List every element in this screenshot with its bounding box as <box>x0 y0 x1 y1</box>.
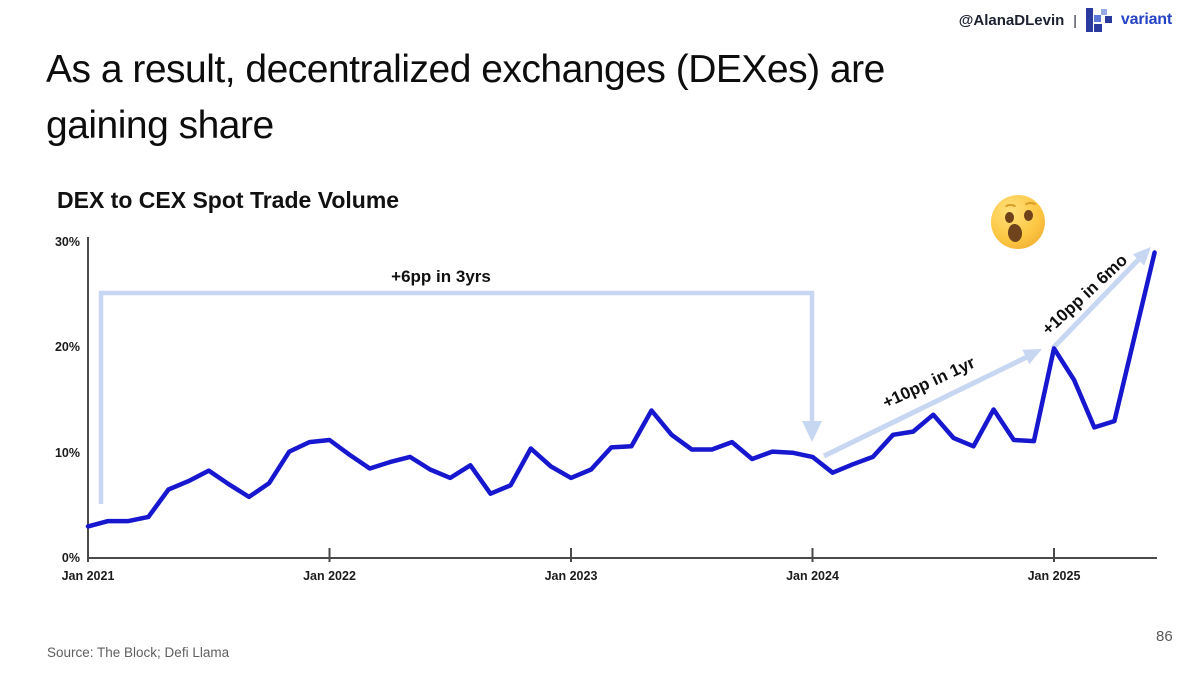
logo-pixel <box>1100 9 1107 15</box>
x-tick-label: Jan 2023 <box>544 569 598 583</box>
axes <box>87 237 1157 559</box>
arrow-1yr-head-icon <box>1022 349 1042 365</box>
brand-name: variant <box>1120 11 1172 28</box>
arrow-6mo <box>1051 256 1142 350</box>
page-number: 86 <box>1156 628 1173 645</box>
y-tick-label: 0% <box>61 551 80 565</box>
arrow-1yr <box>822 353 1031 459</box>
bracket-6pp-arrowhead-icon <box>802 421 822 442</box>
x-axis-ticks <box>87 548 1055 562</box>
open-mouth-emoji-icon <box>991 195 1045 249</box>
y-tick-label: 20% <box>54 340 80 355</box>
slide-title: As a result, decentralized exchanges (DE… <box>46 42 885 154</box>
emoji-eyebrow <box>1003 204 1018 215</box>
x-tick-label: Jan 2022 <box>303 569 356 583</box>
chart-title: DEX to CEX Spot Trade Volume <box>57 187 400 213</box>
annotation-6pp-3yrs: +6pp in 3yrs <box>391 267 491 286</box>
emoji-eyebrow <box>1023 202 1038 213</box>
emoji-eye <box>1005 212 1014 223</box>
y-tick-label: 30% <box>54 235 80 249</box>
emoji-eye <box>1024 210 1033 221</box>
y-tick-label: 10% <box>54 445 80 460</box>
slide-title-line2: gaining share <box>46 104 274 147</box>
x-tick-label: Jan 2024 <box>786 569 839 583</box>
logo-pixel <box>1093 15 1101 22</box>
emoji-mouth <box>1007 223 1023 243</box>
arrow-6mo-head-icon <box>1132 247 1151 266</box>
twitter-handle: @AlanaDLevin <box>958 11 1065 29</box>
attribution-bar: @AlanaDLevin | variant <box>959 8 1172 32</box>
logo-pixel <box>1104 16 1112 23</box>
slide-title-line1: As a result, decentralized exchanges (DE… <box>46 48 885 91</box>
logo-pixel <box>1085 8 1093 32</box>
dex-cex-ratio-line <box>85 250 1157 529</box>
bracket-6pp <box>98 290 815 504</box>
separator: | <box>1073 12 1077 28</box>
logo-pixel <box>1093 24 1102 32</box>
x-tick-label: Jan 2021 <box>61 569 115 583</box>
source-text: Source: The Block; Defi Llama <box>47 645 230 660</box>
x-tick-label: Jan 2025 <box>1027 569 1081 583</box>
variant-logo-icon <box>1085 8 1112 32</box>
